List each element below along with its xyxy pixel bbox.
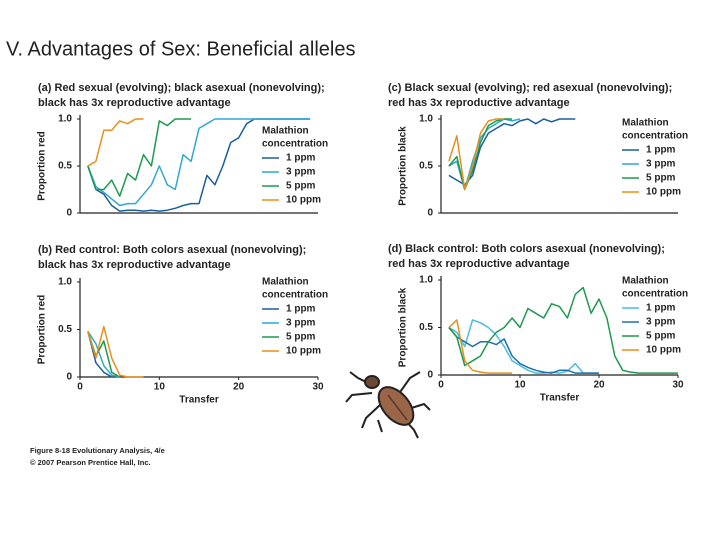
panel-title: (a) Red sexual (evolving); black asexual… — [38, 82, 325, 94]
series-line — [87, 118, 192, 197]
x-tick-label: 0 — [77, 382, 83, 393]
y-tick-label: 0 — [427, 370, 433, 381]
legend-title: concentration — [622, 289, 688, 300]
series-line — [448, 319, 513, 374]
y-tick-label: 0.5 — [58, 324, 72, 335]
legend-title: concentration — [262, 139, 328, 150]
legend-title: Malathion — [262, 126, 309, 137]
x-tick-label: 0 — [438, 380, 444, 391]
y-axis-label: Proportion red — [37, 131, 48, 200]
x-tick-label: 10 — [514, 380, 526, 391]
series-line — [448, 118, 505, 191]
y-tick-label: 0.5 — [419, 322, 433, 333]
caption: Figure 8-18 Evolutionary Analysis, 4/e — [30, 446, 165, 455]
series-line — [87, 118, 311, 207]
x-tick-label: 30 — [312, 382, 324, 393]
x-axis-label: Transfer — [179, 395, 219, 406]
x-tick-label: 30 — [672, 380, 684, 391]
legend-label: 1 ppm — [286, 304, 316, 315]
y-tick-label: 1.0 — [58, 114, 72, 125]
slide-title: V. Advantages of Sex: Beneficial alleles — [6, 38, 356, 60]
legend-title: concentration — [262, 290, 328, 301]
panel-title: (d) Black control: Both colors asexual (… — [388, 243, 665, 255]
panel-title: (b) Red control: Both colors asexual (no… — [38, 244, 306, 256]
legend-label: 3 ppm — [646, 317, 676, 328]
legend-label: 1 ppm — [646, 145, 676, 156]
legend-title: Malathion — [622, 118, 669, 129]
legend-label: 5 ppm — [646, 331, 676, 342]
y-axis-label: Proportion black — [398, 287, 409, 367]
y-tick-label: 0 — [66, 372, 72, 383]
legend-label: 3 ppm — [286, 167, 316, 178]
y-tick-label: 1.0 — [419, 275, 433, 286]
panel-title: black has 3x reproductive advantage — [38, 259, 231, 271]
legend-label: 10 ppm — [286, 346, 321, 357]
legend-label: 10 ppm — [646, 187, 681, 198]
legend-label: 5 ppm — [286, 332, 316, 343]
y-tick-label: 1.0 — [419, 114, 433, 125]
caption: © 2007 Pearson Prentice Hall, Inc. — [30, 458, 151, 467]
legend-title: concentration — [622, 131, 688, 142]
legend-label: 1 ppm — [286, 153, 316, 164]
legend-label: 3 ppm — [286, 318, 316, 329]
x-tick-label: 20 — [233, 382, 245, 393]
y-axis-label: Proportion red — [37, 295, 48, 364]
series-line — [448, 327, 599, 374]
series-line — [87, 325, 144, 378]
legend-label: 5 ppm — [646, 173, 676, 184]
panel-title: red has 3x reproductive advantage — [388, 258, 570, 270]
beetle — [345, 371, 431, 439]
legend-label: 10 ppm — [646, 345, 681, 356]
y-tick-label: 1.0 — [58, 277, 72, 288]
legend-label: 10 ppm — [286, 195, 321, 206]
series-line — [87, 330, 120, 378]
legend-label: 5 ppm — [286, 181, 316, 192]
legend-label: 3 ppm — [646, 159, 676, 170]
y-axis-label: Proportion black — [398, 126, 409, 206]
series-line — [448, 286, 678, 374]
legend-title: Malathion — [622, 276, 669, 287]
legend-title: Malathion — [262, 277, 309, 288]
x-tick-label: 20 — [593, 380, 605, 391]
y-tick-label: 0.5 — [419, 161, 433, 172]
y-tick-label: 0.5 — [58, 161, 72, 172]
series-line — [448, 319, 599, 374]
y-tick-label: 0 — [66, 208, 72, 219]
x-tick-label: 10 — [154, 382, 166, 393]
panel-title: (c) Black sexual (evolving); red asexual… — [388, 82, 672, 94]
legend-label: 1 ppm — [646, 303, 676, 314]
series-line — [87, 118, 144, 167]
panel-title: black has 3x reproductive advantage — [38, 97, 231, 109]
y-tick-label: 0 — [427, 208, 433, 219]
x-axis-label: Transfer — [540, 393, 580, 404]
panel-title: red has 3x reproductive advantage — [388, 97, 570, 109]
